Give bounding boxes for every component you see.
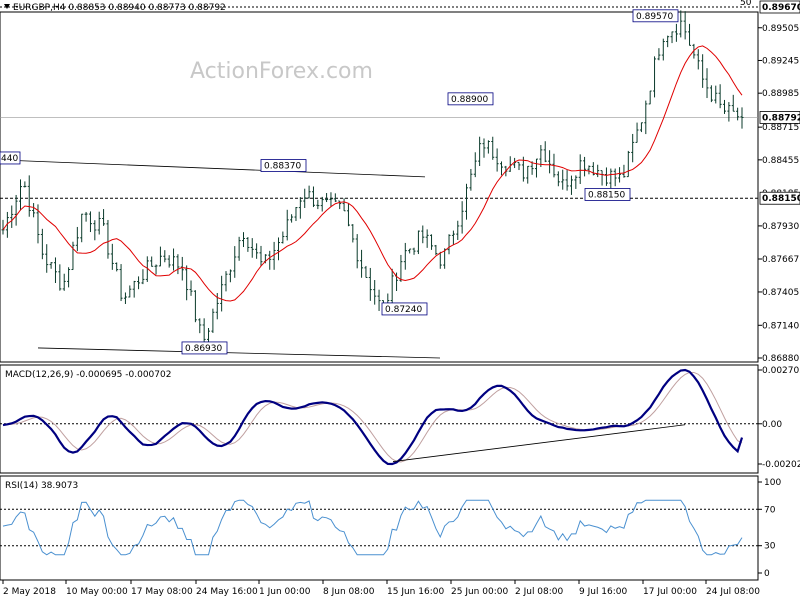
price-marker-label: 0.89670 [762,3,800,13]
annotation-resistance-2-box [260,159,307,172]
rsi-label: RSI(14) 38.9073 [5,481,78,491]
time-tick-label: 17 May 08:00 [131,587,193,597]
time-tick-label: 2 Jul 08:00 [515,587,564,597]
price-axis: 0.89505 0.89245 0.88985 0.88715 0.88455 0.879… [758,0,800,364]
moving-average [2,45,743,302]
time-tick-label: 17 Jul 00:00 [643,587,697,597]
annotation-high-box [632,9,679,23]
price-marker-label: 0.88792 [762,113,800,123]
annotation-left-label: 440 [1,154,18,164]
rsi-plot: 100 70 30 0 [0,478,781,579]
time-tick-label: 2 May 2018 [3,587,56,597]
annotation-support-2-label: 0.87240 [385,305,422,315]
watermark: ActionForex.com [190,59,373,84]
price-tick-label: 0.88985 [762,89,799,99]
price-bars [1,10,744,351]
annotation-left-box [0,151,21,165]
macd-tick-label: 0.002705 [762,366,800,376]
time-tick-label: 9 Jul 16:00 [579,587,628,597]
time-tick-label: 24 May 16:00 [196,587,258,597]
price-tick-label: 0.86880 [762,354,799,364]
price-tick-label: 0.88455 [762,156,799,166]
annotation-low-box [181,341,228,355]
macd-main-line [2,368,744,466]
collapse-arrow-icon[interactable] [4,4,10,9]
macd-plot: 0.002705 0.00 -0.002023 [0,366,800,470]
price-tick-label: 0.87405 [762,288,799,298]
macd-trend-line [392,424,686,462]
price-tick-label: 0.89505 [762,24,799,34]
annotation-support-1-label: 0.88150 [588,190,625,200]
time-axis: 2 May 2018 10 May 00:00 17 May 08:00 24 May… [2,580,760,597]
price-marker-box [759,111,800,124]
macd-tick-label: 0.00 [762,420,782,430]
upper-channel-line [14,160,426,178]
price-tick-label: 0.88715 [762,123,799,133]
price-marker-label: 0.88150 [762,194,800,204]
macd-tick-label: -0.002023 [762,460,800,470]
price-tick-label: 0.87140 [762,321,799,331]
time-tick-label: 8 Jun 08:00 [323,587,375,597]
price-annotations: 0.89570 0.88900 0.88370 0.88150 0.87240 0.869… [0,9,679,355]
time-tick-label: 10 May 00:00 [66,587,128,597]
fib-50-label: 50 [740,0,752,8]
time-tick-label: 1 Jun 00:00 [259,587,311,597]
annotation-support-2-box [381,302,428,316]
macd-label: MACD(12,26,9) -0.000695 -0.000702 [5,370,171,380]
price-marker-box [759,0,800,14]
trend-lines [14,160,441,359]
annotation-resistance-2-label: 0.88370 [264,162,301,172]
annotation-high-label: 0.89570 [636,12,673,22]
price-tick-label: 0.89245 [762,56,799,66]
rsi-line [2,499,743,556]
price-tick-label: 0.87930 [762,222,799,232]
ma-line [2,45,743,302]
annotation-low-label: 0.86930 [185,344,222,354]
rsi-tick-label: 100 [764,478,781,488]
rsi-panel [0,475,759,581]
time-tick-label: 15 Jun 16:00 [387,587,444,597]
rsi-tick-label: 70 [764,505,776,515]
time-tick-label: 24 Jul 08:00 [706,587,760,597]
price-tick-label: 0.87667 [762,255,799,265]
lower-channel-line [37,347,441,359]
annotation-support-1-box [584,188,631,201]
price-marker-box [759,191,800,205]
rsi-tick-label: 0 [764,569,770,579]
annotation-resistance-1-label: 0.88900 [451,95,488,105]
symbol-header: EURGBP,H4 0.88853 0.88940 0.88773 0.8879… [13,3,226,13]
rsi-tick-label: 30 [764,542,776,552]
time-tick-label: 25 Jun 00:00 [451,587,508,597]
annotation-resistance-1-box [447,92,494,106]
